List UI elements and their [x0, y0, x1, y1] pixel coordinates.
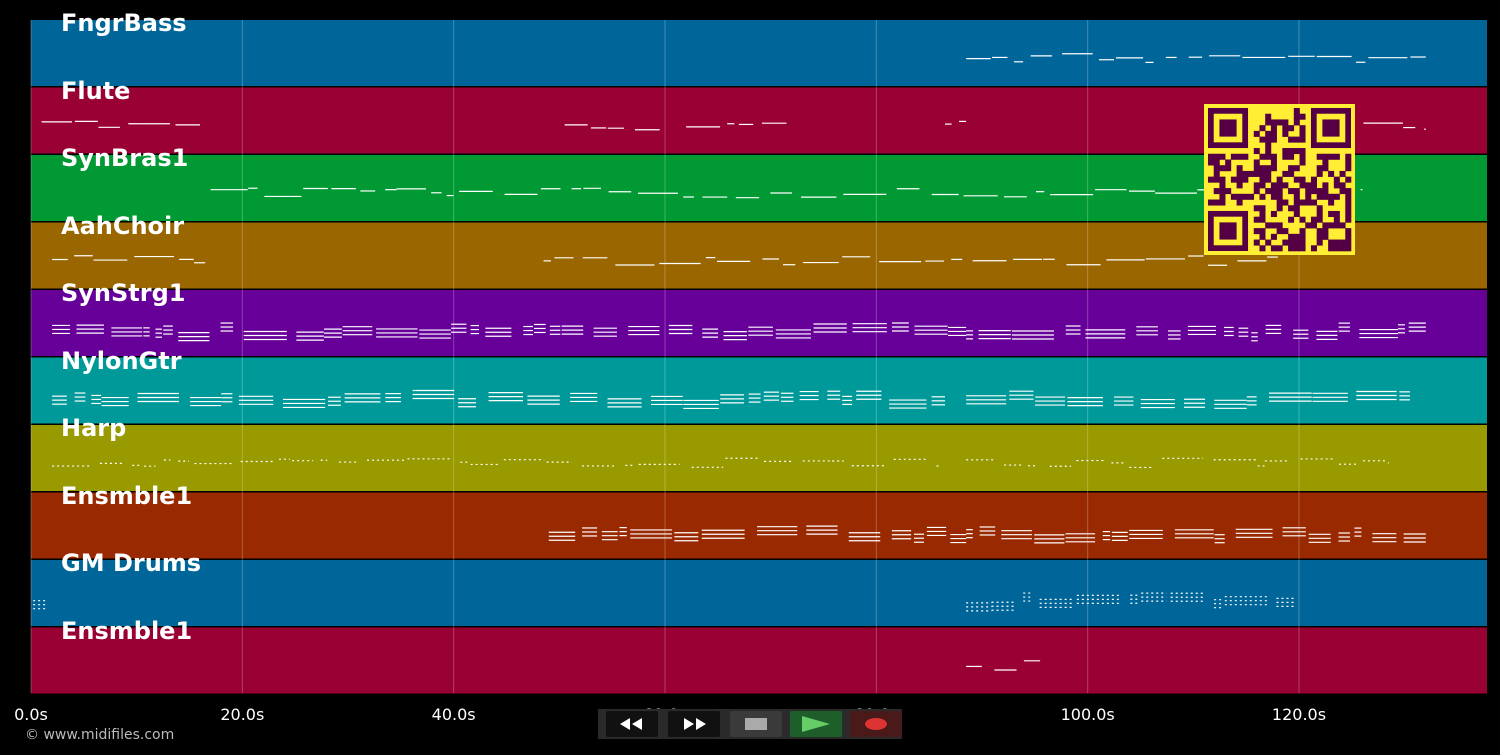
track-lane — [31, 425, 1487, 491]
time-tick-label: 120.0s — [1271, 705, 1327, 724]
track-lane — [31, 627, 1487, 694]
copyright-text: © www.midifiles.com — [25, 727, 175, 743]
track-name: AahChoir — [61, 211, 185, 240]
track-lane — [31, 290, 1487, 356]
rewind-icon — [620, 718, 642, 730]
time-tick-label: 100.0s — [1060, 705, 1115, 724]
track-lane — [31, 492, 1487, 559]
fast-forward-icon — [684, 718, 706, 730]
play-icon — [802, 716, 830, 732]
track-name: SynStrg1 — [61, 279, 186, 307]
track-name: Ensmble1 — [61, 616, 193, 645]
time-tick-label: 40.0s — [431, 705, 476, 724]
qr-code-icon — [1204, 104, 1355, 255]
note-events — [33, 53, 1426, 671]
time-tick-label: 20.0s — [220, 705, 265, 724]
track-lane — [31, 357, 1487, 424]
track-name: SynBras1 — [61, 144, 189, 172]
track-name: GM Drums — [61, 549, 202, 577]
track-name: Flute — [61, 76, 131, 105]
track-lane — [31, 20, 1487, 86]
fast-forward-button[interactable] — [668, 711, 720, 737]
stop-icon — [745, 718, 767, 730]
track-name: Ensmble1 — [61, 481, 193, 510]
record-icon — [865, 718, 887, 730]
stop-button[interactable] — [730, 711, 782, 737]
time-tick-label: 0.0s — [14, 705, 48, 724]
play-button[interactable] — [790, 711, 842, 737]
rewind-button[interactable] — [606, 711, 658, 737]
track-name: FngrBass — [61, 9, 187, 37]
transport-bar — [598, 709, 902, 739]
track-lane — [31, 560, 1487, 626]
track-name: NylonGtr — [61, 346, 182, 375]
track-name: Harp — [61, 414, 127, 442]
record-button[interactable] — [850, 711, 902, 737]
